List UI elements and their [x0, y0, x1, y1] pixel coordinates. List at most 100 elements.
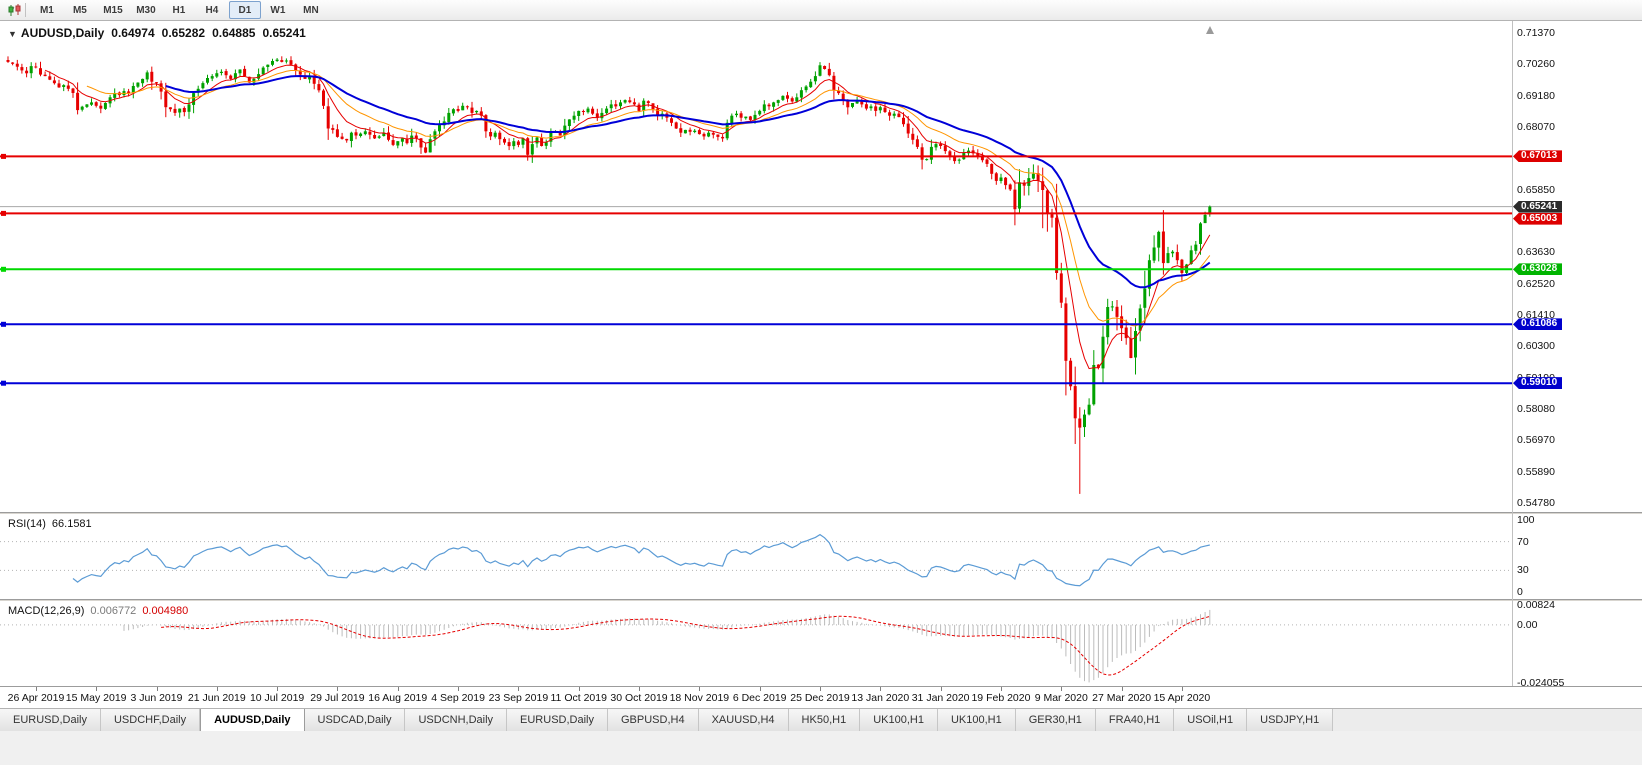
rsi-tick-label: 30 — [1517, 564, 1529, 577]
price-tag-0.59010: 0.59010 — [1513, 377, 1563, 390]
date-tick — [96, 687, 98, 691]
candles — [6, 56, 1212, 494]
chart-tab-usdcad-daily[interactable]: USDCAD,Daily — [304, 709, 406, 731]
timeframe-button-h4[interactable]: H4 — [205, 4, 219, 16]
macd-name: MACD(12,26,9) — [8, 605, 85, 617]
symbol-timeframe-label: AUDUSD,Daily — [20, 26, 105, 40]
timeframe-button-m15[interactable]: M15 — [103, 4, 123, 16]
price-tick-label: 0.62520 — [1517, 277, 1555, 290]
date-tick — [1061, 687, 1063, 691]
symbol-dropdown-icon[interactable]: ▼ — [8, 29, 17, 39]
rsi-value: 66.1581 — [51, 518, 92, 530]
date-label: 6 Dec 2019 — [732, 692, 787, 704]
hline-handle[interactable] — [1, 321, 6, 327]
date-tick — [156, 687, 158, 691]
price-tick-label: 0.69180 — [1517, 89, 1555, 102]
timeframe-button-mn[interactable]: MN — [303, 4, 319, 16]
chart-tab-xauusd-h4[interactable]: XAUUSD,H4 — [698, 709, 789, 731]
timeframe-button-m1[interactable]: M1 — [39, 4, 54, 16]
rsi-pane[interactable] — [0, 515, 1512, 599]
date-label: 11 Oct 2019 — [550, 692, 607, 704]
chart-tab-eurusd-daily[interactable]: EURUSD,Daily — [0, 709, 101, 731]
chart-tab-usdcnh-daily[interactable]: USDCNH,Daily — [405, 709, 508, 731]
pane-splitter-rsi[interactable] — [0, 512, 1642, 515]
price-tick-label: 0.54780 — [1517, 497, 1555, 509]
chart-tab-audusd-daily[interactable]: AUDUSD,Daily — [200, 709, 305, 731]
hline-handle[interactable] — [1, 153, 6, 159]
chart-tab-ger30-h1[interactable]: GER30,H1 — [1015, 709, 1096, 731]
hline-handle[interactable] — [1, 266, 6, 272]
date-label: 29 Jul 2019 — [310, 692, 365, 704]
ohlc-low: 0.64885 — [212, 26, 256, 40]
date-label: 19 Feb 2020 — [971, 692, 1031, 704]
date-tick — [880, 687, 882, 691]
chart-shift-marker-icon — [1206, 26, 1214, 34]
chart-tab-uk100-h1[interactable]: UK100,H1 — [860, 709, 938, 731]
main-price-pane[interactable] — [0, 21, 1512, 512]
date-tick — [458, 687, 460, 691]
pane-splitter-macd[interactable] — [0, 599, 1642, 602]
timeframe-button-d1[interactable]: D1 — [228, 1, 261, 19]
date-tick — [820, 687, 821, 691]
date-label: 21 Jun 2019 — [187, 692, 246, 704]
date-tick — [1121, 687, 1123, 691]
chart-type-button[interactable]: ▼ — [4, 1, 21, 20]
macd-signal-line — [161, 615, 1210, 676]
date-axis[interactable]: 26 Apr 2019 15 May 2019 3 Jun 2019 21 Jun 2… — [0, 686, 1642, 708]
price-tick-label: 0.58080 — [1517, 403, 1555, 415]
tab-label: USDCNH,Daily — [418, 714, 494, 726]
price-tag-0.63028: 0.63028 — [1513, 263, 1563, 276]
macd-pane[interactable] — [0, 602, 1512, 686]
timeframe-button-m5[interactable]: M5 — [72, 4, 87, 16]
date-tick — [699, 687, 701, 691]
rsi-tick-label: 0 — [1517, 586, 1523, 598]
date-tick — [277, 687, 279, 691]
price-tick-label: 0.70260 — [1517, 58, 1555, 71]
chart-tab-bar: EURUSD,Daily USDCHF,Daily AUDUSD,Daily USDC… — [0, 708, 1642, 731]
chart-tab-usoil-h1[interactable]: USOil,H1 — [1174, 709, 1248, 731]
rsi-indicator-label: RSI(14) 66.1581 — [8, 518, 92, 530]
candlestick-chart-icon — [8, 3, 21, 16]
date-label: 31 Jan 2020 — [911, 692, 970, 704]
date-label: 25 Dec 2019 — [790, 692, 850, 704]
date-label: 18 Nov 2019 — [669, 692, 730, 704]
tab-label: HK50,H1 — [801, 714, 847, 726]
chart-tab-usdjpy-h1[interactable]: USDJPY,H1 — [1247, 709, 1334, 731]
tab-label: UK100,H1 — [950, 714, 1002, 726]
macd-histogram — [123, 609, 1211, 683]
date-tick — [35, 687, 37, 691]
macd-tick-label: 0.00 — [1517, 618, 1538, 631]
chart-tab-eurusd-daily[interactable]: EURUSD,Daily — [507, 709, 608, 731]
chart-tab-usdchf-daily[interactable]: USDCHF,Daily — [100, 709, 201, 731]
price-tag-0.65003: 0.65003 — [1513, 212, 1563, 225]
price-tick-label: 0.56970 — [1517, 434, 1555, 447]
chart-tab-hk50-h1[interactable]: HK50,H1 — [788, 709, 861, 731]
date-label: 13 Jan 2020 — [851, 692, 910, 704]
macd-main-value: 0.006772 — [90, 605, 137, 617]
timeframe-button-w1[interactable]: W1 — [270, 4, 286, 16]
date-tick — [397, 687, 399, 691]
rsi-tick-label: 100 — [1517, 514, 1535, 526]
chart-tab-gbpusd-h4[interactable]: GBPUSD,H4 — [608, 709, 699, 731]
macd-indicator-label: MACD(12,26,9) 0.006772 0.004980 — [8, 605, 188, 617]
chart-window-background — [0, 21, 1642, 708]
date-tick — [759, 687, 761, 691]
date-label: 4 Sep 2019 — [431, 692, 485, 704]
chart-tab-uk100-h1[interactable]: UK100,H1 — [937, 709, 1016, 731]
price-tag-0.65241: 0.65241 — [1513, 200, 1563, 213]
rsi-tick-label: 70 — [1517, 535, 1529, 548]
price-tick-label: 0.63630 — [1517, 246, 1555, 259]
tab-label: USDCHF,Daily — [113, 714, 187, 726]
date-label: 15 Apr 2020 — [1153, 692, 1211, 704]
date-label: 15 May 2019 — [65, 692, 127, 704]
timeframe-button-h1[interactable]: H1 — [172, 4, 186, 16]
chart-tab-fra40-h1[interactable]: FRA40,H1 — [1095, 709, 1175, 731]
hline-handle[interactable] — [1, 210, 6, 216]
price-tag-0.61086: 0.61086 — [1513, 318, 1563, 331]
date-tick — [940, 687, 942, 691]
date-label: 23 Sep 2019 — [488, 692, 549, 704]
hline-handle[interactable] — [1, 380, 6, 386]
timeframe-button-m30[interactable]: M30 — [136, 4, 156, 16]
date-label: 9 Mar 2020 — [1034, 692, 1088, 704]
ma-medium-line — [86, 70, 1211, 327]
